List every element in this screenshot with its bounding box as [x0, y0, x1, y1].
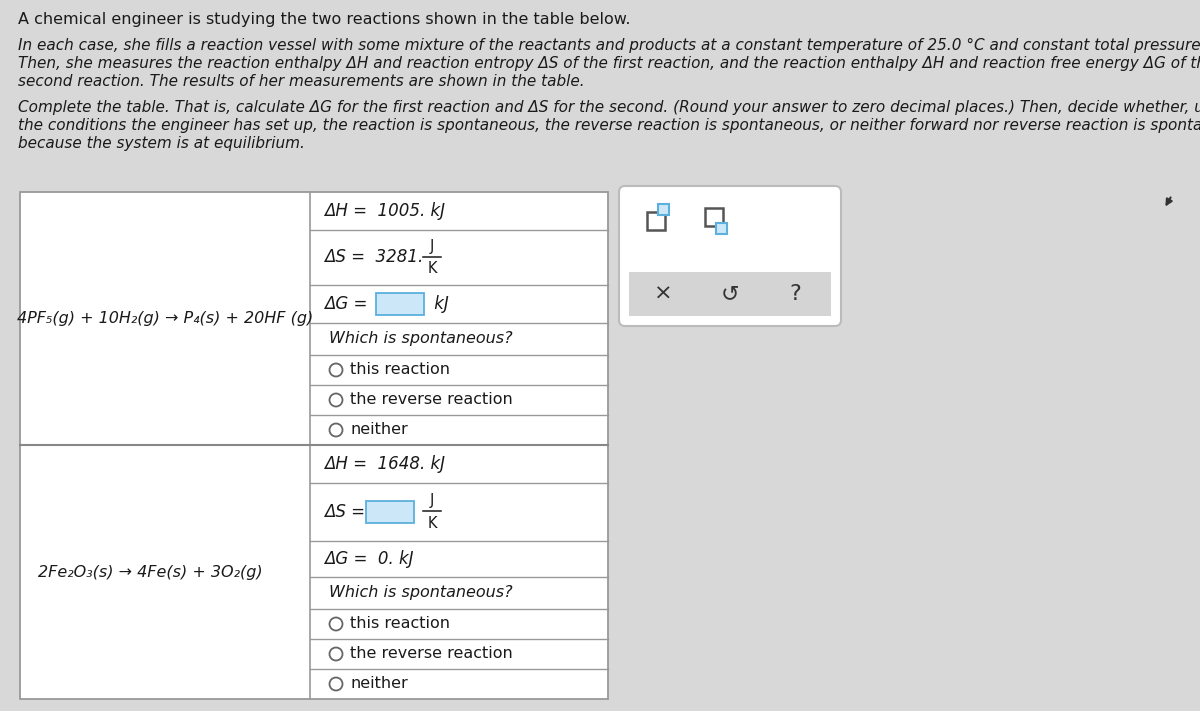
Text: ΔH =  1005. kJ: ΔH = 1005. kJ	[324, 202, 445, 220]
Circle shape	[330, 393, 342, 407]
Text: because the system is at equilibrium.: because the system is at equilibrium.	[18, 136, 305, 151]
Text: Then, she measures the reaction enthalpy ΔH and reaction entropy ΔS of the first: Then, she measures the reaction enthalpy…	[18, 56, 1200, 71]
Text: K: K	[427, 261, 437, 276]
Bar	[706, 208, 722, 226]
Text: 4PF₅(g) + 10H₂(g) → P₄(s) + 20HF (g): 4PF₅(g) + 10H₂(g) → P₄(s) + 20HF (g)	[17, 311, 313, 326]
Text: In each case, she fills a reaction vessel with some mixture of the reactants and: In each case, she fills a reaction vesse…	[18, 38, 1200, 53]
Bar	[366, 501, 414, 523]
Text: J: J	[430, 239, 434, 254]
Text: 2Fe₂O₃(s) → 4Fe(s) + 3O₂(g): 2Fe₂O₃(s) → 4Fe(s) + 3O₂(g)	[38, 565, 263, 579]
Circle shape	[330, 363, 342, 377]
Circle shape	[330, 678, 342, 690]
Text: the reverse reaction: the reverse reaction	[350, 646, 512, 661]
Text: Complete the table. That is, calculate ΔG for the first reaction and ΔS for the : Complete the table. That is, calculate Δ…	[18, 100, 1200, 115]
Text: kJ: kJ	[430, 295, 449, 313]
Text: this reaction: this reaction	[350, 363, 450, 378]
Text: neither: neither	[350, 422, 408, 437]
Text: ?: ?	[790, 284, 800, 304]
Text: ΔS =: ΔS =	[324, 503, 371, 521]
FancyBboxPatch shape	[619, 186, 841, 326]
Bar	[647, 212, 665, 230]
Text: A chemical engineer is studying the two reactions shown in the table below.: A chemical engineer is studying the two …	[18, 12, 630, 27]
Text: ΔS =  3281.: ΔS = 3281.	[324, 249, 428, 267]
Text: the conditions the engineer has set up, the reaction is spontaneous, the reverse: the conditions the engineer has set up, …	[18, 118, 1200, 133]
Text: J: J	[430, 493, 434, 508]
Text: ×: ×	[654, 284, 672, 304]
Text: ΔG =  0. kJ: ΔG = 0. kJ	[324, 550, 414, 568]
Text: the reverse reaction: the reverse reaction	[350, 392, 512, 407]
Bar	[20, 192, 608, 699]
Text: ΔH =  1648. kJ: ΔH = 1648. kJ	[324, 455, 445, 473]
Bar	[376, 293, 424, 315]
Text: neither: neither	[350, 676, 408, 692]
Circle shape	[330, 424, 342, 437]
Text: ΔG =: ΔG =	[324, 295, 373, 313]
Bar	[629, 272, 830, 316]
Text: K: K	[427, 515, 437, 530]
Bar	[658, 204, 670, 215]
Bar	[716, 223, 727, 234]
Text: second reaction. The results of her measurements are shown in the table.: second reaction. The results of her meas…	[18, 74, 584, 89]
Text: ↺: ↺	[721, 284, 739, 304]
Circle shape	[330, 648, 342, 661]
Text: this reaction: this reaction	[350, 616, 450, 631]
Text: Which is spontaneous?: Which is spontaneous?	[329, 585, 512, 601]
Text: Which is spontaneous?: Which is spontaneous?	[329, 331, 512, 346]
Circle shape	[330, 617, 342, 631]
